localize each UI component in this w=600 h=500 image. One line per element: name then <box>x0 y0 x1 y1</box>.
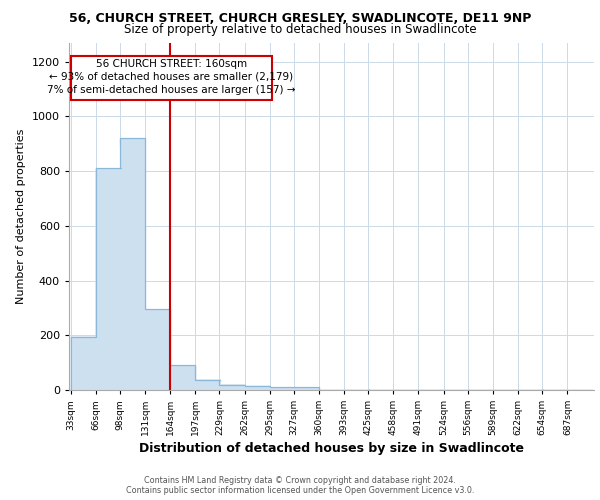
X-axis label: Distribution of detached houses by size in Swadlincote: Distribution of detached houses by size … <box>139 442 524 456</box>
Text: ← 93% of detached houses are smaller (2,179): ← 93% of detached houses are smaller (2,… <box>49 72 293 82</box>
Text: Contains HM Land Registry data © Crown copyright and database right 2024.: Contains HM Land Registry data © Crown c… <box>144 476 456 485</box>
FancyBboxPatch shape <box>71 56 272 100</box>
Text: 56 CHURCH STREET: 160sqm: 56 CHURCH STREET: 160sqm <box>95 59 247 69</box>
Text: Contains public sector information licensed under the Open Government Licence v3: Contains public sector information licen… <box>126 486 474 495</box>
Text: 56, CHURCH STREET, CHURCH GRESLEY, SWADLINCOTE, DE11 9NP: 56, CHURCH STREET, CHURCH GRESLEY, SWADL… <box>69 12 531 26</box>
Y-axis label: Number of detached properties: Number of detached properties <box>16 128 26 304</box>
Text: Size of property relative to detached houses in Swadlincote: Size of property relative to detached ho… <box>124 22 476 36</box>
Text: 7% of semi-detached houses are larger (157) →: 7% of semi-detached houses are larger (1… <box>47 85 295 95</box>
